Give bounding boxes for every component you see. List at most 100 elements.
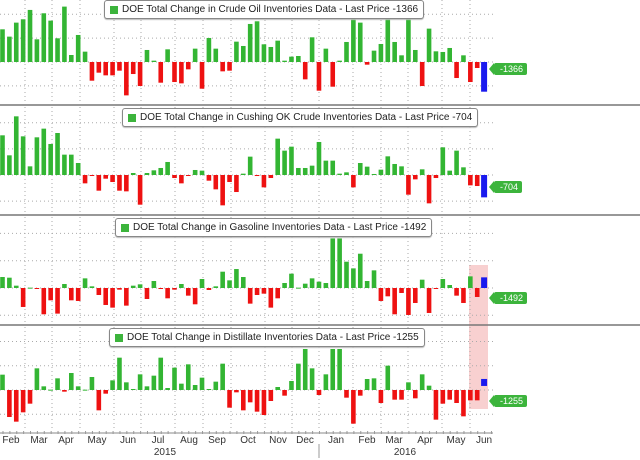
bar [254, 21, 260, 62]
bar [220, 363, 225, 390]
bar [461, 167, 466, 175]
bar [468, 390, 473, 401]
bar [268, 46, 274, 62]
month-label: Sep [208, 435, 226, 446]
bar [247, 156, 253, 175]
bar [227, 62, 232, 71]
highlight-band [469, 265, 488, 409]
bar [96, 390, 102, 411]
bar [406, 382, 411, 390]
bar [247, 390, 253, 403]
latest-marker [481, 378, 488, 386]
bar [20, 288, 26, 307]
bar [344, 41, 349, 62]
bar [75, 288, 81, 301]
bar [474, 175, 480, 187]
bar [117, 357, 122, 390]
bar [357, 390, 363, 396]
bar [323, 283, 329, 288]
bar [96, 175, 102, 191]
bar [433, 175, 439, 179]
bar [461, 288, 466, 303]
bar [371, 270, 377, 288]
bar [282, 283, 287, 288]
bar [296, 363, 301, 390]
bar [144, 173, 150, 175]
bar [399, 166, 404, 175]
bar [165, 388, 170, 390]
bar [337, 60, 342, 62]
bar [62, 154, 67, 175]
legend-cushing: DOE Total Change in Cushing OK Crude Inv… [122, 108, 479, 127]
bar [110, 175, 115, 183]
bar [406, 14, 411, 62]
bar [426, 385, 432, 390]
bar [234, 269, 239, 288]
bar [137, 175, 143, 205]
bar [130, 389, 136, 390]
bar [69, 373, 74, 390]
bar [41, 13, 47, 63]
bar [227, 175, 232, 183]
bar [302, 62, 308, 80]
bar [69, 154, 74, 175]
bar [172, 62, 177, 83]
bar [323, 160, 329, 175]
bar [137, 284, 143, 288]
legend-swatch [115, 333, 123, 342]
bar [20, 136, 26, 175]
bar [13, 285, 19, 288]
bar [385, 288, 391, 297]
bar [330, 160, 336, 175]
bar [179, 62, 184, 84]
bar [440, 147, 446, 175]
bar [199, 62, 205, 89]
bar [75, 386, 81, 390]
latest-bar [481, 175, 488, 198]
bar [117, 288, 122, 290]
bar [96, 288, 102, 295]
bar [337, 173, 342, 175]
month-label: May [87, 435, 107, 446]
bar [344, 261, 349, 288]
bar [179, 175, 184, 184]
bar [158, 62, 164, 83]
bar [27, 287, 33, 289]
bar [0, 29, 5, 62]
bar [413, 390, 418, 399]
bar [247, 288, 253, 304]
bar [89, 286, 95, 288]
bar [213, 381, 219, 390]
bar [110, 380, 115, 390]
legend-label: DOE Total Change in Distillate Inventori… [127, 332, 419, 343]
bar [192, 48, 198, 62]
bar [289, 56, 294, 62]
bar [124, 175, 129, 192]
bar [27, 9, 33, 62]
bar [419, 279, 425, 288]
month-label: Jan [327, 435, 345, 446]
bar [357, 253, 363, 288]
bar [426, 175, 432, 204]
bar [213, 286, 219, 288]
bar [474, 62, 480, 68]
year-label-2016: 2016 [393, 447, 417, 458]
bar [461, 55, 466, 62]
bar [330, 238, 336, 288]
bar [234, 390, 239, 393]
month-label: Aug [180, 435, 198, 446]
bar [192, 385, 198, 390]
bar [275, 40, 280, 62]
bar [165, 288, 170, 299]
bar [268, 175, 274, 179]
bar [413, 49, 418, 62]
bar [419, 374, 425, 390]
bar [289, 273, 294, 288]
bar [117, 175, 122, 191]
bar [172, 367, 177, 390]
bar [20, 19, 26, 62]
bar [124, 62, 129, 96]
bar [34, 39, 40, 62]
bar [130, 173, 136, 175]
bar [199, 377, 205, 390]
